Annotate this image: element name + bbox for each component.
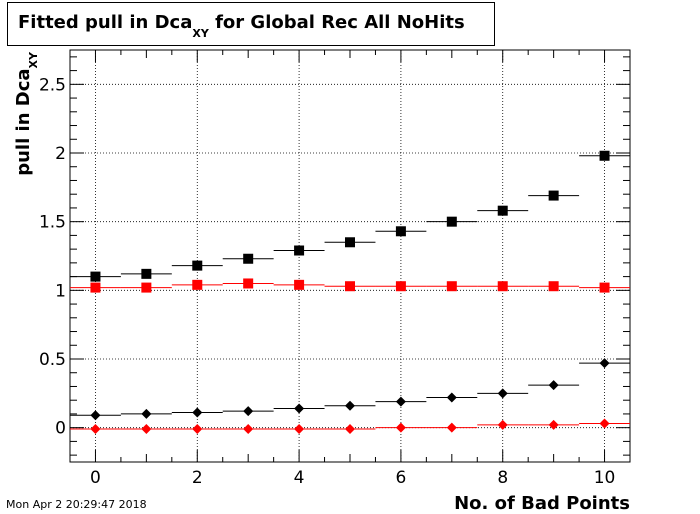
x-tick-label: 6: [395, 468, 406, 488]
series-0-point: [243, 253, 254, 264]
series-1-point: [90, 282, 101, 293]
series-2-point: [294, 403, 305, 414]
chart-title-rest: for Global Rec All NoHits: [208, 12, 465, 33]
chart-title-box: Fitted pull in DcaXY for Global Rec All …: [7, 2, 495, 46]
series-1-point: [345, 281, 355, 292]
x-tick-label: 0: [90, 468, 101, 488]
series-3-point: [192, 424, 203, 435]
series-1-point: [192, 279, 203, 290]
series-0-point: [141, 268, 152, 279]
series-2-point: [497, 388, 508, 399]
y-tick-label: 1.5: [39, 213, 66, 233]
plot-frame: [69, 49, 631, 463]
y-tick-label: 0: [55, 419, 66, 439]
y-axis-label-main: pull in Dca: [13, 68, 34, 175]
y-tick-label: 0.5: [39, 350, 66, 370]
series-0-point: [599, 150, 610, 161]
y-tick-label: 2: [55, 144, 66, 164]
series-3-point: [548, 419, 559, 430]
chart-title-main: Fitted pull in Dca: [18, 12, 193, 33]
x-tick-label: 2: [192, 468, 203, 488]
series-1-point: [294, 279, 305, 290]
y-axis-label: pull in DcaXY: [13, 51, 40, 176]
series-1-point: [497, 281, 508, 292]
series-2-point: [192, 407, 203, 418]
series-3-point: [141, 424, 152, 435]
series-0-point: [345, 237, 355, 248]
series-2-point: [345, 400, 355, 411]
chart-title-subscript: XY: [192, 27, 209, 40]
series-1-point: [446, 281, 457, 292]
timestamp: Mon Apr 2 20:29:47 2018: [6, 498, 147, 511]
x-axis-label: No. of Bad Points: [454, 493, 630, 514]
series-3-point: [599, 418, 610, 429]
y-axis-label-subscript: XY: [27, 51, 40, 68]
x-tick-label: 4: [294, 468, 305, 488]
series-1-point: [141, 282, 152, 293]
series-2-point: [243, 406, 254, 417]
series-3-point: [497, 419, 508, 430]
series-1-point: [599, 282, 610, 293]
y-tick-label: 1: [55, 281, 66, 301]
series-0-point: [294, 245, 305, 256]
series-3-point: [294, 424, 305, 435]
series-1-point: [243, 278, 254, 289]
series-3-point: [243, 424, 254, 435]
series-0-point: [395, 226, 406, 237]
y-tick-label: 2.5: [39, 75, 66, 95]
series-2-point: [446, 392, 457, 403]
series-0-point: [446, 216, 457, 227]
series-0-point: [90, 271, 101, 282]
series-0-point: [497, 205, 508, 216]
series-2-point: [141, 408, 152, 419]
series-3-point: [395, 422, 406, 433]
x-tick-label: 10: [594, 468, 616, 488]
series-2-point: [548, 380, 559, 391]
series-3-point: [345, 424, 355, 435]
series-0-point: [548, 190, 559, 201]
series-1-point: [395, 281, 406, 292]
chart-title: Fitted pull in DcaXY for Global Rec All …: [18, 12, 465, 40]
series-2-point: [395, 396, 406, 407]
series-2-point: [599, 358, 610, 369]
series-3-point: [446, 422, 457, 433]
series-2-point: [90, 410, 101, 421]
series-3-point: [90, 424, 101, 435]
series-0-point: [192, 260, 203, 271]
series-1-point: [548, 281, 559, 292]
x-tick-label: 8: [497, 468, 508, 488]
